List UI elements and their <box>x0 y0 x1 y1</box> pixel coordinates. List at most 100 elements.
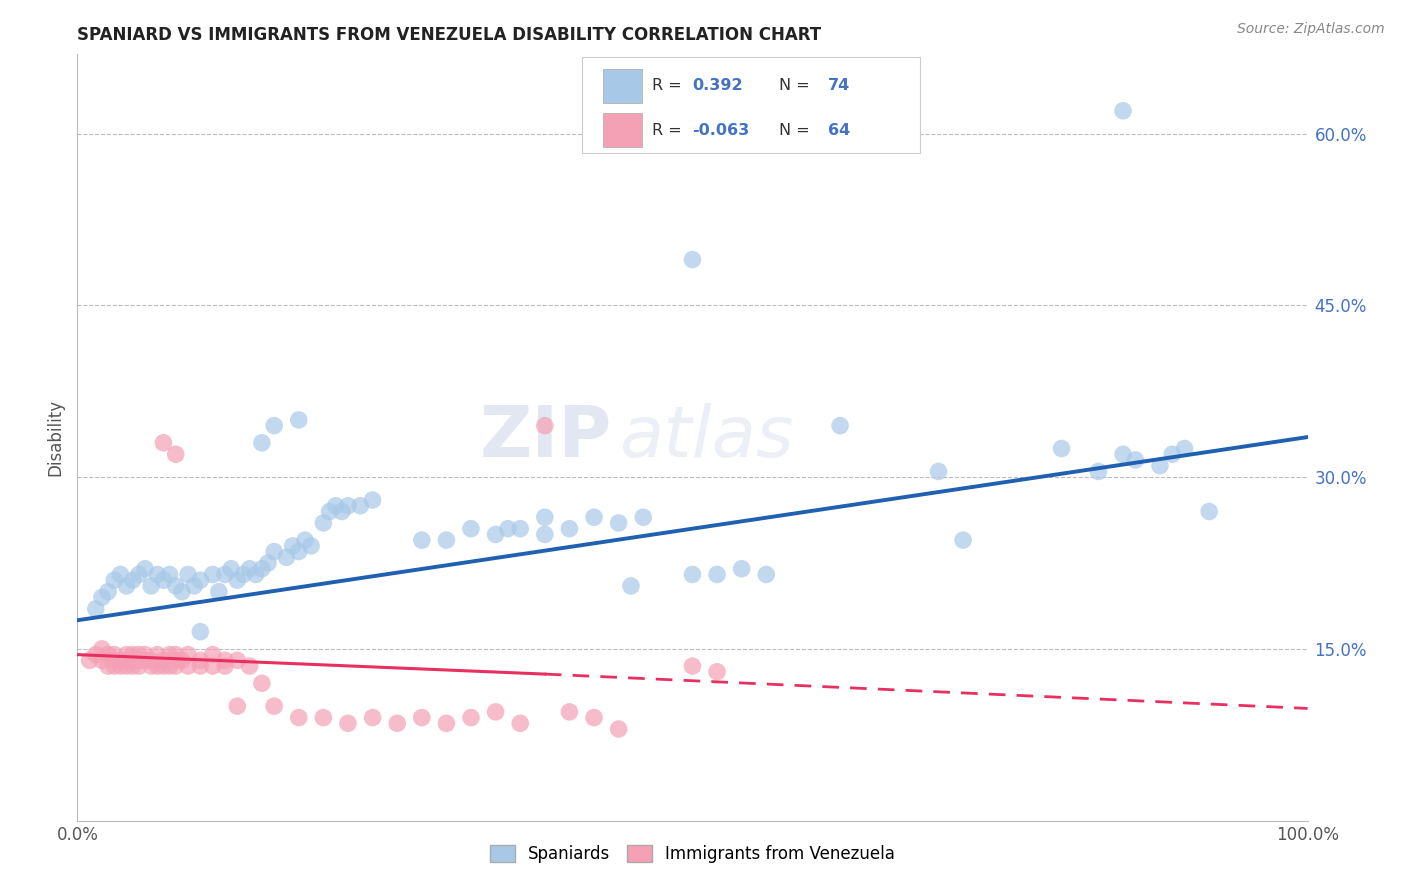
Point <box>1125 453 1147 467</box>
Point <box>90 591 114 605</box>
Point <box>110 567 132 582</box>
Point <box>159 648 181 662</box>
Point <box>1149 458 1171 473</box>
Point <box>110 653 132 667</box>
Point <box>128 567 150 582</box>
Point <box>103 653 125 667</box>
Point <box>226 699 249 714</box>
Point <box>239 659 262 673</box>
Point <box>1198 504 1220 518</box>
Point <box>245 567 267 582</box>
Point <box>84 648 107 662</box>
Point <box>115 648 138 662</box>
Point <box>103 648 125 662</box>
Point <box>460 522 482 536</box>
Point <box>349 499 371 513</box>
Point <box>411 533 433 548</box>
Point <box>318 504 340 518</box>
Text: -0.063: -0.063 <box>693 122 749 137</box>
Text: Source: ZipAtlas.com: Source: ZipAtlas.com <box>1237 22 1385 37</box>
Point <box>682 567 704 582</box>
Point <box>239 562 262 576</box>
Point <box>165 653 187 667</box>
Point <box>1174 442 1197 456</box>
Point <box>385 716 409 731</box>
Point <box>682 659 704 673</box>
Point <box>411 710 433 724</box>
Point <box>731 562 754 576</box>
Point <box>607 516 630 530</box>
Point <box>294 533 316 548</box>
FancyBboxPatch shape <box>603 112 643 147</box>
Point <box>620 579 643 593</box>
Point <box>1050 442 1073 456</box>
Point <box>201 648 224 662</box>
Point <box>146 648 169 662</box>
Point <box>312 710 335 724</box>
Text: N =: N = <box>779 78 810 94</box>
Text: R =: R = <box>652 122 682 137</box>
Point <box>583 510 606 524</box>
Point <box>165 648 187 662</box>
Point <box>177 659 200 673</box>
Point <box>263 699 285 714</box>
Point <box>121 573 143 587</box>
Point <box>257 556 280 570</box>
Point <box>214 567 236 582</box>
Point <box>146 659 169 673</box>
Point <box>226 573 249 587</box>
Point <box>177 648 200 662</box>
Point <box>201 659 224 673</box>
Point <box>214 653 236 667</box>
Point <box>633 510 655 524</box>
Point <box>165 659 187 673</box>
Text: R =: R = <box>652 78 682 94</box>
Text: atlas: atlas <box>619 402 793 472</box>
Point <box>706 567 728 582</box>
Point <box>201 567 224 582</box>
Point <box>128 648 150 662</box>
Point <box>141 653 163 667</box>
Y-axis label: Disability: Disability <box>46 399 65 475</box>
Point <box>534 510 557 524</box>
Point <box>534 418 557 433</box>
Text: 64: 64 <box>828 122 851 137</box>
Point <box>188 653 212 667</box>
Point <box>299 539 322 553</box>
Point <box>361 710 384 724</box>
Point <box>165 447 187 461</box>
Point <box>165 579 187 593</box>
Point <box>1087 465 1109 479</box>
Text: N =: N = <box>779 122 810 137</box>
Point <box>128 659 150 673</box>
Text: ZIP: ZIP <box>481 402 613 472</box>
FancyBboxPatch shape <box>603 69 643 103</box>
Point <box>288 544 311 558</box>
Point <box>250 562 273 576</box>
Point <box>330 504 353 518</box>
Point <box>496 522 519 536</box>
Point <box>509 716 531 731</box>
Point <box>250 676 273 690</box>
Point <box>170 584 193 599</box>
Point <box>128 653 150 667</box>
Point <box>152 573 174 587</box>
Point <box>208 584 231 599</box>
Point <box>436 716 458 731</box>
Point <box>152 435 174 450</box>
Point <box>177 567 200 582</box>
Point <box>159 659 181 673</box>
Point <box>558 522 581 536</box>
Point <box>250 435 273 450</box>
Point <box>79 653 101 667</box>
Point <box>141 579 163 593</box>
Point <box>706 665 728 679</box>
Point <box>152 653 174 667</box>
Point <box>830 418 852 433</box>
Point <box>121 648 143 662</box>
Point <box>134 648 156 662</box>
Point <box>509 522 531 536</box>
Point <box>607 722 630 736</box>
Point <box>141 659 163 673</box>
Point <box>159 567 181 582</box>
